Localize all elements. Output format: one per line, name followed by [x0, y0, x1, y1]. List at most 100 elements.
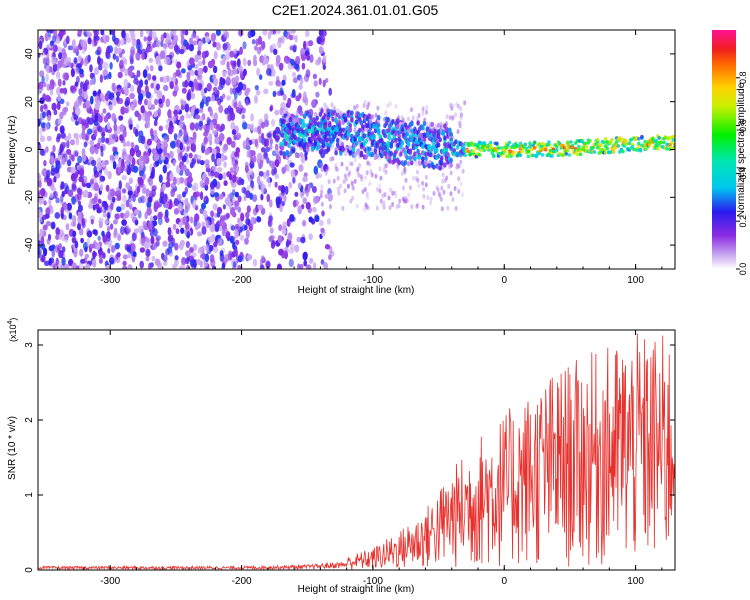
- spectrogram-cell: [309, 114, 313, 120]
- spectrogram-cell: [212, 129, 217, 135]
- spectrogram-cell: [106, 45, 111, 55]
- spectrogram-cell: [186, 231, 190, 239]
- spectrogram-cell: [219, 76, 224, 85]
- spectrogram-cell: [320, 227, 325, 233]
- spectrogram-cell: [375, 153, 379, 159]
- spectrogram-cell: [141, 52, 146, 60]
- spectrogram-cell: [244, 237, 249, 245]
- spectrogram-cell: [246, 184, 251, 192]
- spectrogram-cell: [153, 215, 158, 221]
- spectrogram-cell: [276, 263, 282, 269]
- spectrogram-cell: [266, 261, 271, 269]
- spectrogram-cell: [330, 102, 334, 108]
- y-tick-label: 3: [24, 342, 35, 348]
- spectrogram-cell: [256, 216, 262, 223]
- spectrogram-cell: [164, 209, 169, 219]
- spectrogram-cell: [209, 224, 216, 233]
- spectrogram-cell: [415, 203, 419, 209]
- spectrogram-cell: [59, 184, 64, 191]
- spectrogram-cell: [65, 223, 70, 231]
- spectrogram-cell: [266, 132, 272, 138]
- spectrogram-cell: [353, 178, 357, 184]
- spectrogram-cell: [350, 180, 354, 186]
- spectrogram-cell: [78, 176, 84, 183]
- spectrogram-cell: [237, 264, 242, 269]
- spectrogram-cell: [177, 133, 182, 139]
- spectrogram-cell: [104, 219, 109, 225]
- spectrogram-cell: [97, 235, 101, 241]
- spectrogram-cell: [250, 123, 254, 131]
- spectrogram-cell: [200, 191, 204, 201]
- spectrogram-cell: [657, 136, 661, 140]
- spectrogram-cell: [355, 103, 359, 109]
- spectrogram-cell: [292, 45, 297, 53]
- spectrogram-cell: [241, 186, 246, 194]
- spectrogram-cell: [570, 145, 575, 149]
- spectrogram-cell: [477, 153, 482, 157]
- spectrogram-cell: [432, 164, 436, 170]
- spectrogram-cell: [93, 182, 100, 192]
- spectrogram-cell: [39, 127, 43, 136]
- spectrogram-cell: [126, 246, 131, 252]
- spectrogram-cell: [232, 241, 236, 250]
- spectrogram-cell: [133, 101, 137, 108]
- spectrogram-cell: [132, 165, 139, 173]
- spectrogram-cell: [102, 108, 107, 114]
- snr-panel: -300 -200 -100 0 100 0 1 2 3 Height of straight…: [7, 318, 676, 595]
- spectrogram-cell: [311, 99, 317, 108]
- spectrogram-cell: [224, 197, 229, 204]
- spectrogram-cell: [358, 112, 362, 118]
- spectrogram-cell: [213, 51, 218, 60]
- spectrogram-cell: [323, 102, 327, 108]
- spectrogram-cell: [153, 119, 158, 127]
- spectrogram-cell: [227, 193, 232, 200]
- spectrogram-cell: [278, 224, 283, 232]
- spectrogram-cell: [55, 234, 60, 240]
- spectrogram-cell: [339, 127, 343, 133]
- spectrogram-cell: [408, 155, 413, 161]
- spectrogram-cell: [85, 132, 90, 141]
- spectrogram-cell: [507, 140, 512, 145]
- spectrogram-cell: [127, 118, 133, 125]
- spectrogram-cell: [70, 173, 77, 182]
- x-tick-label: 100: [627, 576, 644, 587]
- spectrogram-cell: [248, 168, 253, 176]
- spectrogram-cell: [79, 68, 84, 75]
- spectrogram-cell: [49, 87, 54, 96]
- spectrogram-cell: [449, 131, 454, 137]
- y-tick-label: 0: [24, 146, 35, 152]
- spectrogram-cell: [244, 165, 249, 173]
- spectrogram-cell: [351, 195, 355, 201]
- spectrogram-cell: [300, 190, 304, 199]
- spectrogram-cell: [532, 146, 537, 150]
- spectrogram-cell: [115, 55, 119, 63]
- spectrogram-cell: [156, 39, 161, 48]
- spectrogram-cell: [531, 153, 535, 158]
- spectrogram-cell: [278, 62, 284, 71]
- spectrogram-cell: [447, 127, 452, 133]
- spectrogram-cell: [202, 212, 207, 217]
- spectrogram-cell: [54, 126, 58, 132]
- spectrogram-cell: [304, 97, 309, 106]
- spectrogram-cell: [312, 262, 317, 269]
- spectrogram-cell: [127, 67, 133, 76]
- spectrogram-cell: [283, 141, 288, 147]
- spectrogram-cell: [184, 221, 190, 231]
- spectrogram-cell: [73, 66, 79, 74]
- spectrogram-cell: [438, 165, 443, 171]
- spectrogram-cell: [425, 105, 429, 111]
- spectrogram-cell: [495, 141, 499, 146]
- spectrogram-cell: [118, 180, 123, 190]
- spectrogram-cell: [421, 156, 425, 162]
- spectrogram-cell: [260, 186, 265, 194]
- spectrogram-cell: [208, 236, 213, 244]
- spectrogram-cell: [66, 202, 72, 211]
- spectrogram-cell: [231, 174, 237, 183]
- spectrogram-cell: [290, 58, 295, 66]
- spectrogram-cell: [231, 182, 237, 188]
- spectrogram-cell: [199, 253, 206, 259]
- spectrogram-cell: [288, 139, 293, 145]
- spectrogram-cell: [113, 219, 118, 225]
- spectrogram-cell: [63, 106, 69, 113]
- spectrogram-cell: [453, 186, 457, 191]
